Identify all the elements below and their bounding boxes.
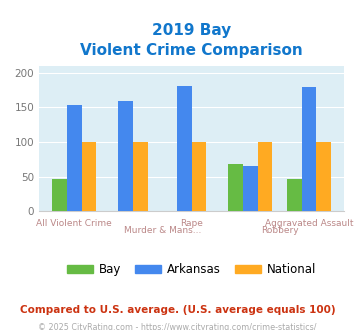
Text: Robbery: Robbery [261,226,299,235]
Bar [302,87,316,211]
Bar [82,142,96,211]
Bar [133,142,148,211]
Bar [287,180,302,211]
Text: © 2025 CityRating.com - https://www.cityrating.com/crime-statistics/: © 2025 CityRating.com - https://www.city… [38,323,317,330]
Bar [258,142,272,211]
Bar [243,166,258,211]
Bar [67,105,82,211]
Bar [177,86,192,211]
Bar [316,142,331,211]
Title: 2019 Bay
Violent Crime Comparison: 2019 Bay Violent Crime Comparison [80,23,303,58]
Legend: Bay, Arkansas, National: Bay, Arkansas, National [62,258,321,281]
Bar [52,180,67,211]
Text: Murder & Mans...: Murder & Mans... [124,226,201,235]
Text: Compared to U.S. average. (U.S. average equals 100): Compared to U.S. average. (U.S. average … [20,305,335,315]
Bar [118,101,133,211]
Bar [228,164,243,211]
Bar [192,142,206,211]
